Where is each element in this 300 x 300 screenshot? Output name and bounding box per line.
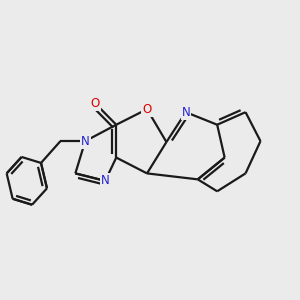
Text: N: N — [182, 106, 190, 119]
Text: N: N — [101, 174, 110, 188]
Text: N: N — [81, 135, 90, 148]
Text: O: O — [142, 103, 152, 116]
Text: O: O — [90, 97, 100, 110]
